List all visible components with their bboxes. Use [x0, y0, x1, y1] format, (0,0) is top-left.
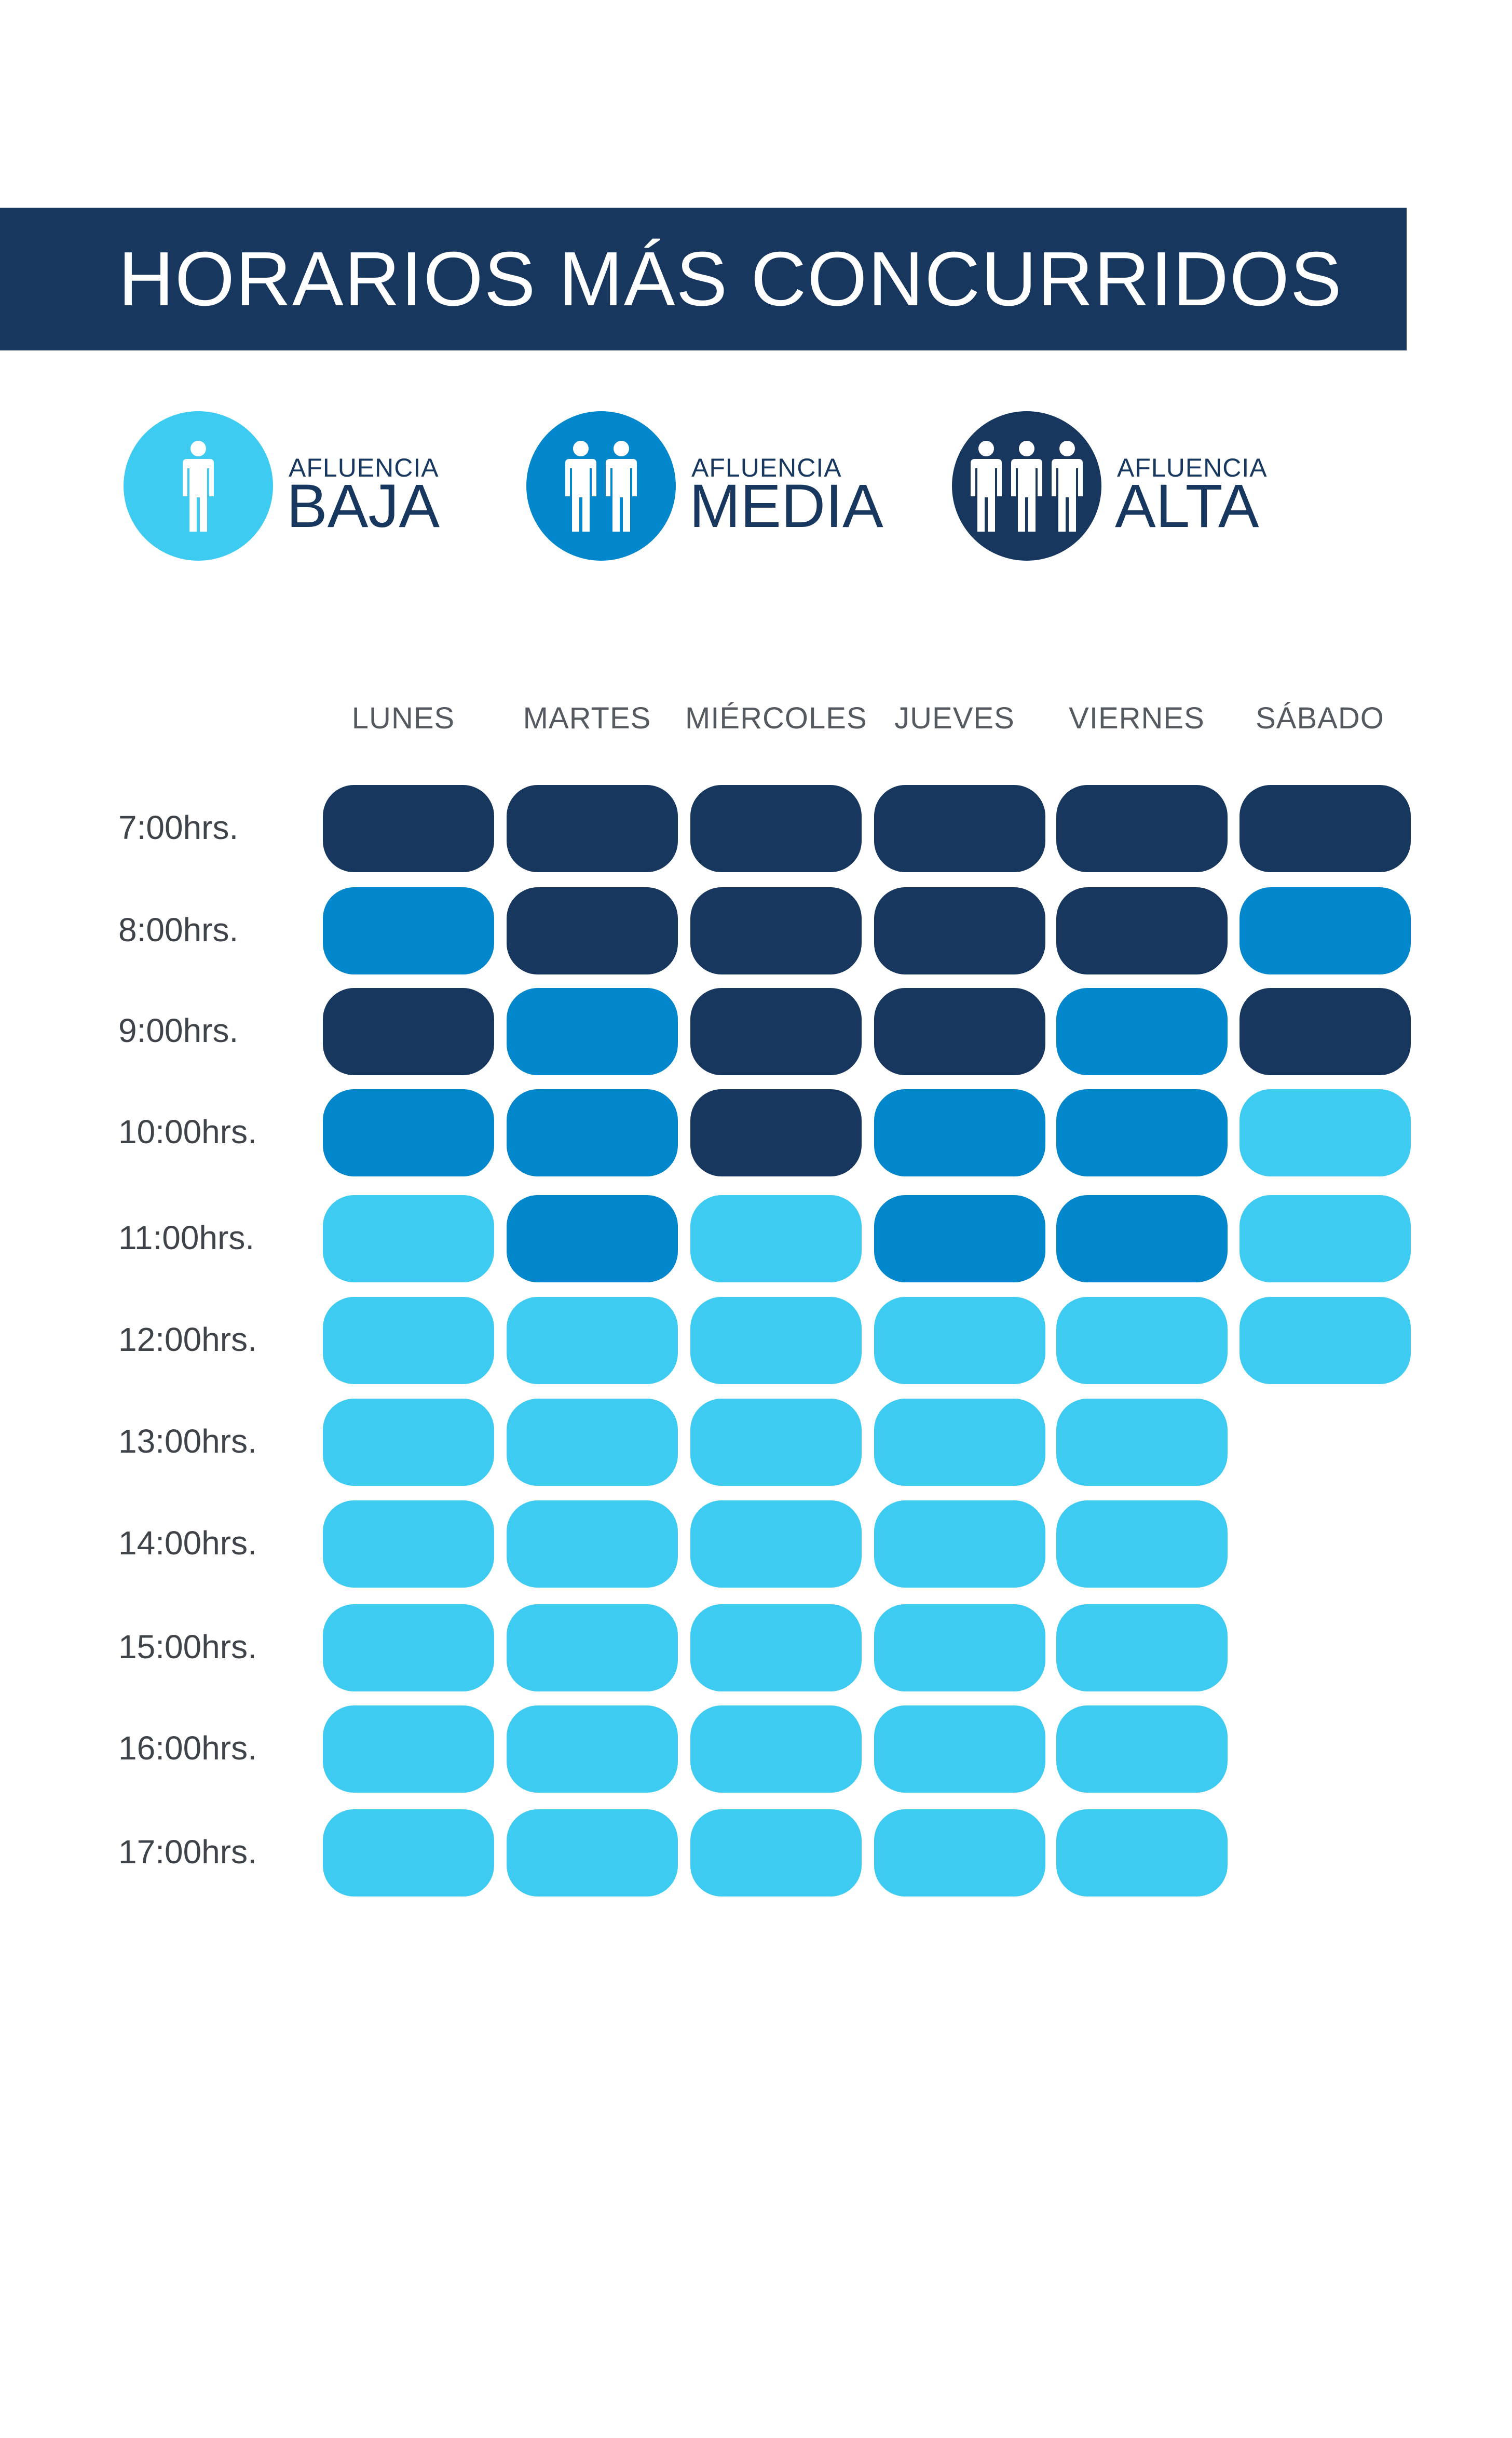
- heatmap-cell: [1239, 1089, 1411, 1176]
- column-header: VIERNES: [1069, 701, 1205, 735]
- heatmap-cell: [874, 1604, 1045, 1691]
- legend-caption: AFLUENCIA: [691, 453, 842, 482]
- column-header: SÁBADO: [1256, 701, 1384, 735]
- heatmap-cell: [1056, 1089, 1228, 1176]
- heatmap-cell: [690, 785, 862, 872]
- heatmap-cell: [1056, 1195, 1228, 1282]
- legend-level-baja: BAJA: [287, 472, 440, 540]
- row-header: 15:00hrs.: [118, 1628, 257, 1665]
- heatmap-cell: [690, 1297, 862, 1384]
- heatmap-cell: [323, 1500, 494, 1588]
- heatmap-cell: [507, 1297, 678, 1384]
- heatmap-cell: [874, 785, 1045, 872]
- heatmap-cell: [874, 1809, 1045, 1897]
- page-title: HORARIOS MÁS CONCURRIDOS: [118, 236, 1343, 322]
- heatmap-cell: [1056, 1399, 1228, 1486]
- heatmap-cell: [323, 1604, 494, 1691]
- heatmap-cell: [874, 887, 1045, 974]
- heatmap-cell: [507, 1195, 678, 1282]
- legend-item-baja: AFLUENCIA BAJA: [124, 411, 518, 562]
- legend-level-media: MEDIA: [689, 472, 883, 540]
- legend-caption: AFLUENCIA: [289, 453, 439, 482]
- heatmap-cell: [323, 785, 494, 872]
- heatmap-cell: [1239, 887, 1411, 974]
- heatmap-cell: [1239, 785, 1411, 872]
- heatmap-cell: [874, 1705, 1045, 1793]
- heatmap-cell: [323, 1297, 494, 1384]
- heatmap-cell: [874, 1500, 1045, 1588]
- heatmap-cell: [323, 1195, 494, 1282]
- legend-level-alta: ALTA: [1115, 472, 1259, 540]
- row-header: 9:00hrs.: [118, 1012, 239, 1049]
- column-header: JUEVES: [894, 701, 1015, 735]
- heatmap-cell: [1056, 1500, 1228, 1588]
- legend-item-media: AFLUENCIA MEDIA: [526, 411, 921, 562]
- heatmap-cell: [874, 1089, 1045, 1176]
- heatmap-cell: [507, 1089, 678, 1176]
- heatmap-cell: [690, 887, 862, 974]
- heatmap-cell: [874, 988, 1045, 1075]
- heatmap-cell: [323, 887, 494, 974]
- heatmap-cell: [323, 1399, 494, 1486]
- heatmap-cell: [507, 785, 678, 872]
- heatmap-cell: [690, 1705, 862, 1793]
- column-header: MIÉRCOLES: [685, 701, 867, 735]
- row-header: 17:00hrs.: [118, 1833, 257, 1871]
- heatmap-cell: [690, 1809, 862, 1897]
- legend-item-alta: AFLUENCIA ALTA: [952, 411, 1346, 562]
- column-header: MARTES: [523, 701, 651, 735]
- row-header: 8:00hrs.: [118, 911, 239, 949]
- heatmap-cell: [1056, 785, 1228, 872]
- heatmap-cell: [690, 1195, 862, 1282]
- heatmap-cell: [690, 1500, 862, 1588]
- row-header: 12:00hrs.: [118, 1321, 257, 1358]
- heatmap-cell: [1056, 1297, 1228, 1384]
- row-header: 11:00hrs.: [118, 1219, 255, 1256]
- heatmap-cell: [690, 988, 862, 1075]
- heatmap-cell: [323, 988, 494, 1075]
- heatmap-cell: [1056, 1705, 1228, 1793]
- heatmap-cell: [874, 1399, 1045, 1486]
- heatmap-cell: [507, 1809, 678, 1897]
- one-person-icon: [124, 411, 273, 561]
- row-header: 13:00hrs.: [118, 1423, 257, 1460]
- heatmap-cell: [874, 1297, 1045, 1384]
- heatmap-cell: [507, 1399, 678, 1486]
- heatmap-cell: [507, 1500, 678, 1588]
- row-header: 16:00hrs.: [118, 1729, 257, 1767]
- heatmap-cell: [690, 1604, 862, 1691]
- three-people-icon: [952, 411, 1101, 561]
- heatmap-cell: [507, 988, 678, 1075]
- heatmap-cell: [323, 1705, 494, 1793]
- heatmap-cell: [690, 1089, 862, 1176]
- heatmap-cell: [874, 1195, 1045, 1282]
- heatmap-cell: [507, 1604, 678, 1691]
- heatmap-cell: [1239, 1297, 1411, 1384]
- legend-caption: AFLUENCIA: [1117, 453, 1268, 482]
- heatmap-cell: [1056, 887, 1228, 974]
- heatmap-cell: [1056, 988, 1228, 1075]
- heatmap-cell: [690, 1399, 862, 1486]
- row-header: 7:00hrs.: [118, 809, 239, 846]
- two-people-icon: [526, 411, 676, 561]
- heatmap-cell: [323, 1809, 494, 1897]
- heatmap-cell: [1239, 1195, 1411, 1282]
- heatmap-cell: [323, 1089, 494, 1176]
- heatmap-cell: [1056, 1809, 1228, 1897]
- title-banner: HORARIOS MÁS CONCURRIDOS: [0, 208, 1407, 350]
- heatmap-cell: [1056, 1604, 1228, 1691]
- heatmap-cell: [1239, 988, 1411, 1075]
- column-header: LUNES: [351, 701, 455, 735]
- row-header: 10:00hrs.: [118, 1113, 257, 1150]
- row-header: 14:00hrs.: [118, 1524, 257, 1562]
- heatmap-cell: [507, 1705, 678, 1793]
- heatmap-cell: [507, 887, 678, 974]
